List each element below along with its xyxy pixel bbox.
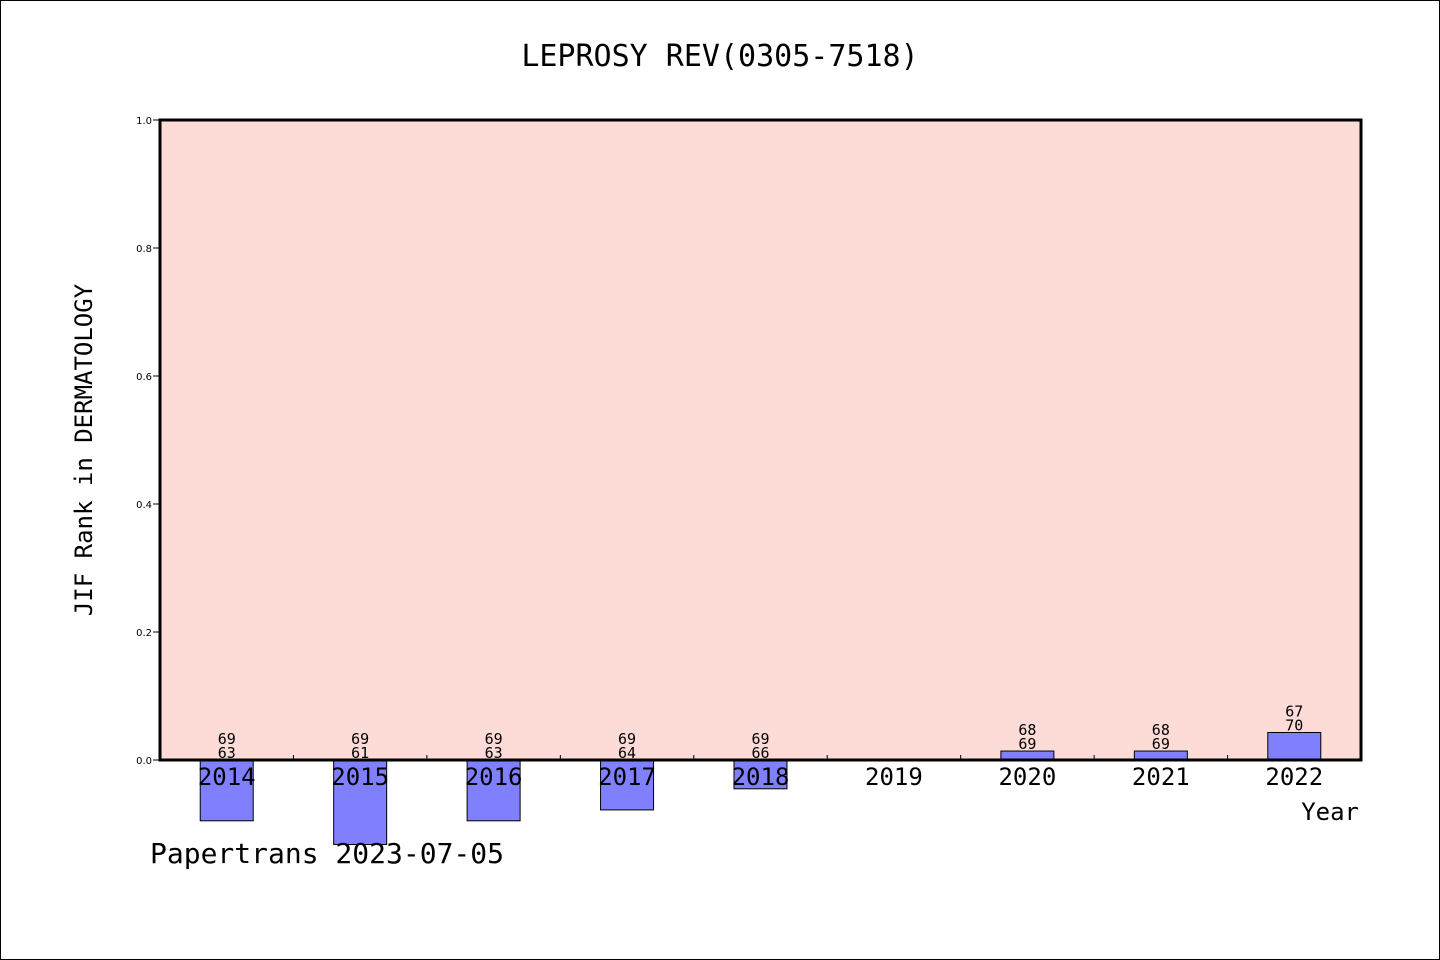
plot-border (158, 118, 1363, 762)
bar-2016 (466, 759, 521, 822)
data-label-rank-2014: 63 (218, 744, 236, 762)
chart-title: LEPROSY REV(0305-7518) (521, 39, 918, 74)
data-label-rank-2015: 61 (351, 744, 369, 762)
bar-2018 (733, 759, 788, 790)
x-tick-label-2017: 2017 (598, 763, 656, 791)
x-tick-label-2019: 2019 (865, 763, 923, 791)
x-tick-label-2020: 2020 (998, 763, 1056, 791)
bar-2022 (1267, 731, 1322, 761)
data-label-total-2022: 67 (1285, 702, 1303, 720)
footer-credit: Papertrans 2023-07-05 (150, 837, 504, 870)
x-axis-label: Year (1301, 798, 1359, 826)
x-tick-label-2016: 2016 (465, 763, 523, 791)
x-tick-label-2014: 2014 (198, 763, 256, 791)
data-label-total-2021: 68 (1152, 721, 1170, 739)
x-tick-label-2018: 2018 (732, 763, 790, 791)
data-label-rank-2020: 69 (1018, 735, 1036, 753)
bar-2017 (600, 759, 655, 811)
data-label-rank-2021: 69 (1152, 735, 1170, 753)
y-tick-label: 0.0 (136, 756, 152, 767)
data-label-total-2020: 68 (1018, 721, 1036, 739)
x-tick-label-2021: 2021 (1132, 763, 1190, 791)
data-label-total-2014: 69 (218, 730, 236, 748)
data-label-rank-2017: 64 (618, 744, 636, 762)
data-label-total-2017: 69 (618, 730, 636, 748)
bar-2014 (199, 759, 254, 822)
y-axis-label: JIF Rank in DERMATOLOGY (70, 283, 98, 616)
data-label-rank-2016: 63 (485, 744, 503, 762)
x-tick-label-2022: 2022 (1265, 763, 1323, 791)
y-tick-label: 0.4 (136, 500, 152, 511)
data-label-total-2015: 69 (351, 730, 369, 748)
y-tick-label: 0.6 (136, 372, 152, 383)
data-label-rank-2022: 70 (1285, 716, 1303, 734)
data-label-total-2016: 69 (485, 730, 503, 748)
y-tick-label: 0.8 (136, 244, 152, 255)
x-tick-label-2015: 2015 (331, 763, 389, 791)
data-label-total-2018: 69 (751, 730, 769, 748)
plot-area (160, 120, 1361, 760)
y-tick-label: 1.0 (136, 116, 152, 127)
y-tick-label: 0.2 (136, 628, 152, 639)
data-label-rank-2018: 66 (751, 744, 769, 762)
